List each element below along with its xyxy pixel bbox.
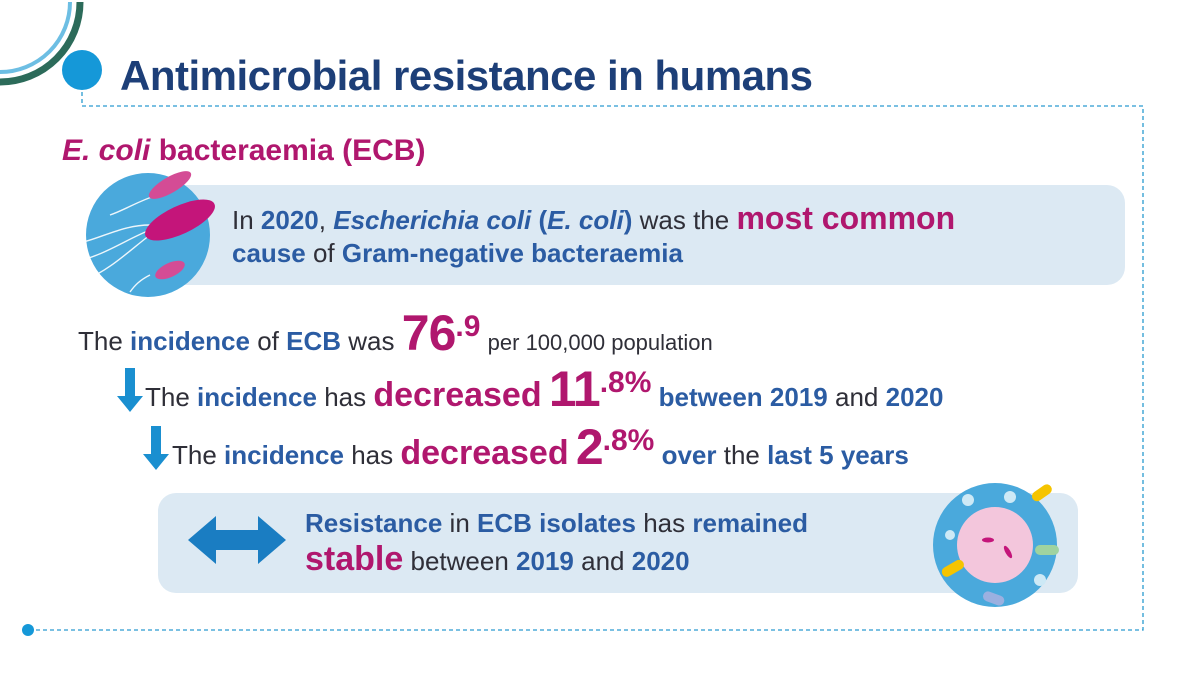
double-arrow <box>188 516 286 564</box>
text-run: .8% <box>602 424 655 457</box>
text-run: bacteraemia (ECB) <box>158 134 426 167</box>
text-line <box>1003 545 1013 559</box>
text-line <box>69 224 151 246</box>
text-run: ( <box>538 205 548 235</box>
text-line: In 2020, Escherichia coli (E. coli) was … <box>232 200 955 237</box>
text-run: was the <box>639 205 730 235</box>
text-run: , <box>318 205 326 235</box>
text-line <box>945 530 955 540</box>
text-run: has <box>643 508 686 538</box>
text-run: of <box>312 238 335 268</box>
text-line <box>982 591 1005 606</box>
arc <box>0 1 72 74</box>
text-line <box>957 507 1033 583</box>
bacteria-icon <box>69 171 215 297</box>
text-line <box>145 199 215 241</box>
text-run: most common <box>736 200 956 236</box>
down-arrow <box>143 426 169 470</box>
text-line <box>155 260 185 280</box>
text-run: incidence <box>130 326 250 356</box>
text-run: 2 <box>575 419 604 475</box>
text-run: last 5 years <box>767 440 909 470</box>
frame <box>28 92 1144 631</box>
text-run: stable <box>305 540 404 578</box>
text-run: 76 <box>401 305 457 361</box>
text-line <box>148 171 192 199</box>
text-line <box>69 194 159 293</box>
text-run: over <box>661 440 717 470</box>
frame-dot <box>22 624 34 636</box>
text-line <box>941 559 964 577</box>
text-run: Gram-negative bacteraemia <box>341 238 683 268</box>
text-line <box>74 229 151 263</box>
text-line: Resistance in ECB isolates has remained <box>305 508 808 539</box>
text-line <box>1004 491 1016 503</box>
text-run: was <box>348 326 395 356</box>
panel <box>158 493 1078 593</box>
text-line <box>129 274 151 293</box>
text-run: E. coli <box>547 205 624 235</box>
text-line <box>1035 545 1059 555</box>
text-run: ) <box>623 205 633 235</box>
text-run: and <box>581 546 625 576</box>
text-run: of <box>257 326 279 356</box>
text-run: .8% <box>599 366 652 399</box>
text-run: decreased <box>373 376 542 414</box>
text-run: 2020 <box>885 382 944 412</box>
text-run: Resistance <box>305 508 443 538</box>
text-run: per 100,000 population <box>487 330 713 355</box>
text-line: The incidence of ECB was 76.9 per 100,00… <box>78 304 713 362</box>
panel <box>110 185 1125 285</box>
text-line <box>982 537 994 543</box>
text-line: cause of Gram-negative bacteraemia <box>232 238 683 269</box>
text-run: The <box>145 382 190 412</box>
text-run: between <box>410 546 509 576</box>
text-run: incidence <box>224 440 344 470</box>
text-run: 2020 <box>260 205 319 235</box>
text-run: 11 <box>548 361 601 417</box>
text-run: remained <box>692 508 808 538</box>
text-run: .9 <box>455 310 481 343</box>
arc <box>0 1 84 86</box>
text-run: Escherichia coli <box>333 205 532 235</box>
text-line: The incidence has decreased 2.8% over th… <box>172 418 909 476</box>
text-line <box>1031 484 1052 502</box>
text-run: The <box>172 440 217 470</box>
text-run: the <box>723 440 760 470</box>
text-run: E. coli <box>62 134 151 167</box>
text-run: 2020 <box>631 546 690 576</box>
text-run: decreased <box>400 434 569 472</box>
text-run: ECB isolates <box>477 508 636 538</box>
text-line <box>84 234 151 281</box>
text-line: E. coli bacteraemia (ECB) <box>62 134 425 168</box>
text-run: has <box>351 440 394 470</box>
text-run: cause <box>232 238 306 268</box>
pills-icon <box>933 483 1059 607</box>
text-run: in <box>449 508 470 538</box>
text-run: and <box>834 382 879 412</box>
text-run: The <box>78 326 123 356</box>
text-run: 2019 <box>516 546 574 576</box>
down-arrow <box>117 368 143 412</box>
text-line <box>962 494 974 506</box>
text-run: incidence <box>197 382 317 412</box>
text-run: has <box>324 382 367 412</box>
title-dot <box>62 50 102 90</box>
text-line: The incidence has decreased 11.8% betwee… <box>145 360 943 418</box>
text-run: 2019 <box>769 382 828 412</box>
text-run: between <box>658 382 763 412</box>
text-line <box>1034 574 1046 586</box>
text-run: ECB <box>286 326 342 356</box>
text-run: In <box>232 205 254 235</box>
text-line: stable between 2019 and 2020 <box>305 540 690 579</box>
title: Antimicrobial resistance in humans <box>120 52 813 99</box>
